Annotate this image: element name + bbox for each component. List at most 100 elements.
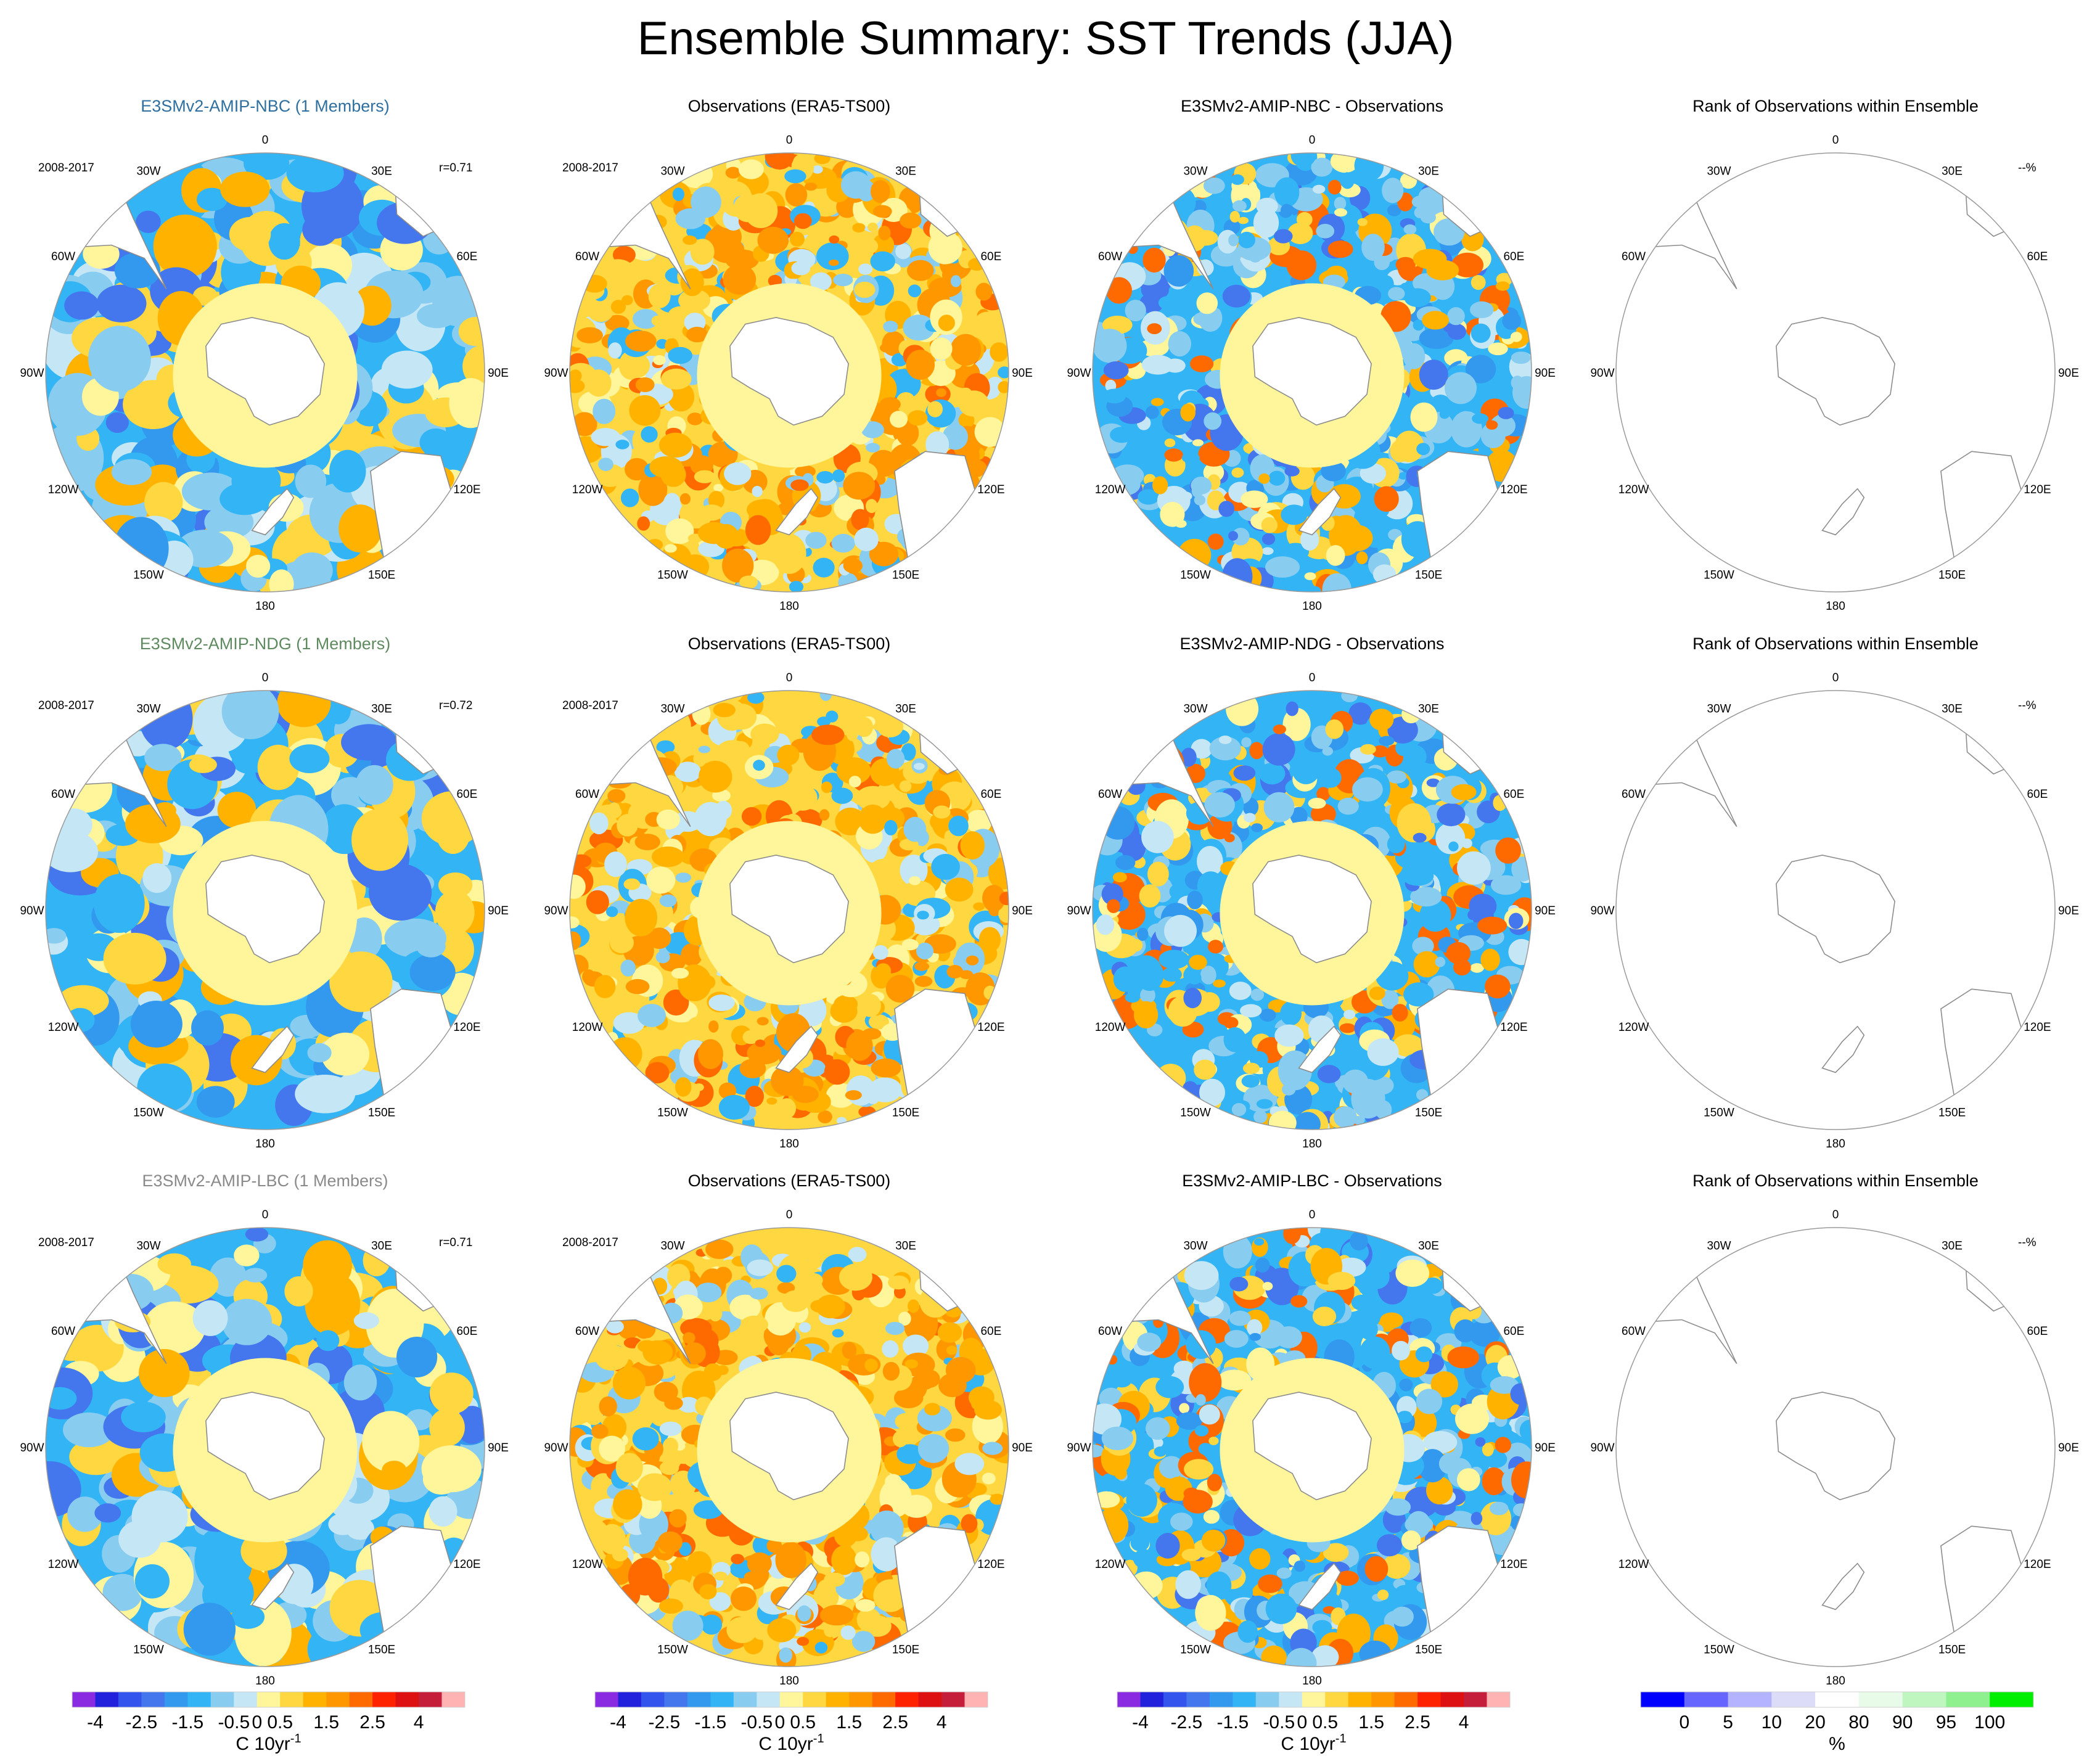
longitude-label: 120E — [1500, 1021, 1527, 1034]
field-blob — [718, 1094, 750, 1120]
field-blob — [1184, 1261, 1219, 1290]
colorbar-swatch — [419, 1692, 443, 1707]
colorbar-swatch — [1371, 1692, 1395, 1707]
field-blob — [900, 855, 928, 886]
colorbar-frame — [72, 1691, 466, 1708]
longitude-label: 90W — [1067, 905, 1091, 917]
field-blob — [192, 1300, 228, 1336]
landmass-4 — [251, 1025, 295, 1073]
field-blob — [659, 432, 692, 458]
field-blob — [1496, 281, 1510, 291]
field-blob — [589, 812, 609, 835]
colorbar-tick-label: 1.5 — [836, 1712, 862, 1733]
longitude-label: 150E — [1415, 568, 1442, 581]
field-blob — [698, 1039, 723, 1069]
longitude-label: 30E — [895, 1240, 916, 1253]
field-blob — [1145, 405, 1159, 419]
landmass-0 — [1252, 855, 1372, 964]
field-blob — [1387, 204, 1401, 216]
field-blob — [1284, 466, 1300, 477]
field-blob — [717, 187, 729, 195]
field-blob — [960, 831, 985, 859]
field-blob — [1413, 951, 1440, 978]
field-blob — [974, 1400, 1002, 1420]
field-blob — [1343, 1009, 1356, 1020]
field-blob — [1102, 388, 1126, 404]
field-blob — [1404, 288, 1431, 308]
field-blob — [1126, 1483, 1157, 1517]
field-blob — [900, 212, 922, 229]
field-blob — [1228, 531, 1238, 541]
field-blob — [1268, 470, 1286, 486]
landmass-0 — [1776, 1392, 1895, 1501]
colorbar-units-exponent: -1 — [813, 1732, 824, 1746]
period-label: 2008-2017 — [562, 1236, 618, 1249]
field-blob — [871, 179, 890, 203]
field-blob — [1367, 1038, 1399, 1066]
map-field — [1093, 153, 1532, 592]
colorbar-frame — [1117, 1691, 1511, 1708]
landmass-4 — [775, 488, 819, 536]
colorbar-tick-label: 0.5 — [1312, 1712, 1338, 1733]
field-blob — [623, 878, 641, 890]
colorbar-swatch — [826, 1692, 850, 1707]
field-blob — [1101, 1426, 1134, 1451]
panel-r3-diff: E3SMv2-AMIP-LBC - Observations030E60E90E… — [1067, 1171, 1555, 1688]
field-blob — [757, 1017, 769, 1026]
longitude-label: 90E — [1535, 1442, 1556, 1454]
field-blob — [731, 1554, 744, 1565]
colorbar-tick-label: 0.5 — [790, 1712, 816, 1733]
field-blob — [973, 902, 985, 911]
field-blob — [570, 874, 586, 899]
field-blob — [1414, 207, 1425, 218]
panel-title: Observations (ERA5-TS00) — [688, 97, 891, 115]
field-blob — [94, 1503, 121, 1523]
field-blob — [1262, 733, 1295, 766]
field-blob — [1255, 1257, 1270, 1273]
longitude-label: 180 — [779, 600, 799, 613]
field-blob — [1511, 1516, 1524, 1531]
panel-r3-model: E3SMv2-AMIP-LBC (1 Members)030E60E90E120… — [20, 1171, 508, 1688]
rank-percent-label: --% — [2018, 162, 2037, 174]
field-blob — [316, 1330, 340, 1352]
longitude-label: 120W — [1618, 1021, 1649, 1034]
field-blob — [584, 1403, 604, 1426]
field-blob — [803, 1273, 823, 1287]
field-blob — [1281, 504, 1308, 525]
field-blob — [896, 392, 916, 413]
field-blob — [779, 1647, 793, 1663]
field-blob — [672, 187, 684, 202]
field-blob — [96, 284, 147, 322]
colorbar-tick-label: 2.5 — [359, 1712, 385, 1733]
longitude-label: 60E — [2027, 1325, 2048, 1338]
field-blob — [792, 1086, 819, 1103]
field-blob — [621, 295, 633, 305]
panel-r1-diff: E3SMv2-AMIP-NBC - Observations030E60E90E… — [1067, 97, 1555, 613]
colorbar-tick-label: -4 — [610, 1712, 626, 1733]
colorbar-tick-label: -2.5 — [649, 1712, 681, 1733]
panel-r2-diff: E3SMv2-AMIP-NDG - Observations030E60E90E… — [1067, 634, 1555, 1151]
colorbar-tick-label: 10 — [1762, 1712, 1782, 1733]
field-blob — [708, 1020, 719, 1033]
colorbar-swatch — [895, 1692, 919, 1707]
field-blob — [966, 810, 993, 834]
field-blob — [1181, 747, 1197, 767]
field-blob — [738, 159, 764, 179]
field-blob — [842, 1342, 857, 1360]
panel-title: E3SMv2-AMIP-NBC - Observations — [1181, 97, 1443, 115]
rank-percent-label: --% — [2018, 699, 2037, 712]
field-blob — [1469, 1319, 1500, 1347]
longitude-label: 30E — [1418, 1240, 1439, 1253]
field-blob — [1403, 982, 1434, 1007]
field-blob — [675, 872, 692, 883]
field-blob — [960, 787, 972, 800]
field-blob — [438, 872, 473, 898]
field-blob — [846, 728, 858, 741]
field-blob — [686, 1017, 707, 1040]
longitude-label: 150W — [657, 1643, 688, 1656]
field-blob — [859, 994, 881, 1017]
field-blob — [1395, 1259, 1430, 1287]
field-blob — [882, 1361, 900, 1381]
field-blob — [950, 275, 961, 287]
map-field — [1093, 1228, 1532, 1667]
